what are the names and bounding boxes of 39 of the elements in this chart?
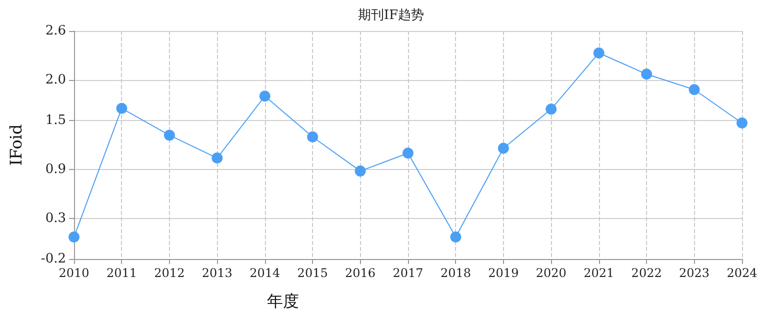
point (259, 90, 270, 102)
point (116, 102, 128, 114)
x-tick-label: 2024 (726, 266, 758, 280)
x-tick-label: 2014 (250, 266, 280, 280)
point (736, 118, 748, 129)
x-tick-label: 2022 (631, 266, 662, 280)
x-tick-label: 2018 (440, 266, 471, 280)
y-tick-label: 0.3 (45, 210, 66, 226)
y-axis-title: IFoid (6, 124, 26, 166)
point (450, 232, 462, 243)
x-tick-label: 2023 (679, 266, 710, 280)
x-axis-title: 年度 (267, 292, 299, 310)
y-tick-label: -0.2 (40, 252, 66, 266)
point (593, 47, 604, 58)
x-tick-label: 2015 (297, 266, 328, 280)
x-tick-label: 2021 (584, 266, 614, 280)
y-tick-label: 2.0 (45, 72, 66, 88)
x-tick-label: 2020 (536, 266, 566, 280)
x-tick-label: 2013 (202, 266, 232, 280)
x-tick-label: 2016 (345, 266, 376, 280)
point (688, 84, 700, 96)
point (641, 68, 652, 80)
x-tick-label: 2017 (392, 266, 424, 280)
point (212, 152, 223, 164)
point (307, 131, 318, 142)
y-tick-label: 1.5 (45, 113, 66, 128)
point (164, 130, 175, 141)
point (402, 148, 414, 159)
y-tick-label: 2.6 (45, 24, 66, 38)
point (354, 166, 366, 177)
point (546, 104, 557, 115)
point (68, 232, 80, 243)
y-tick-label: 0.9 (45, 162, 66, 177)
point (498, 142, 509, 154)
x-tick-label: 2011 (106, 266, 137, 280)
x-tick-label: 2012 (154, 266, 185, 280)
x-tick-label: 2010 (58, 266, 90, 280)
x-tick-label: 2019 (488, 266, 519, 280)
chart-title: 期刊IF趋势 (358, 8, 424, 23)
